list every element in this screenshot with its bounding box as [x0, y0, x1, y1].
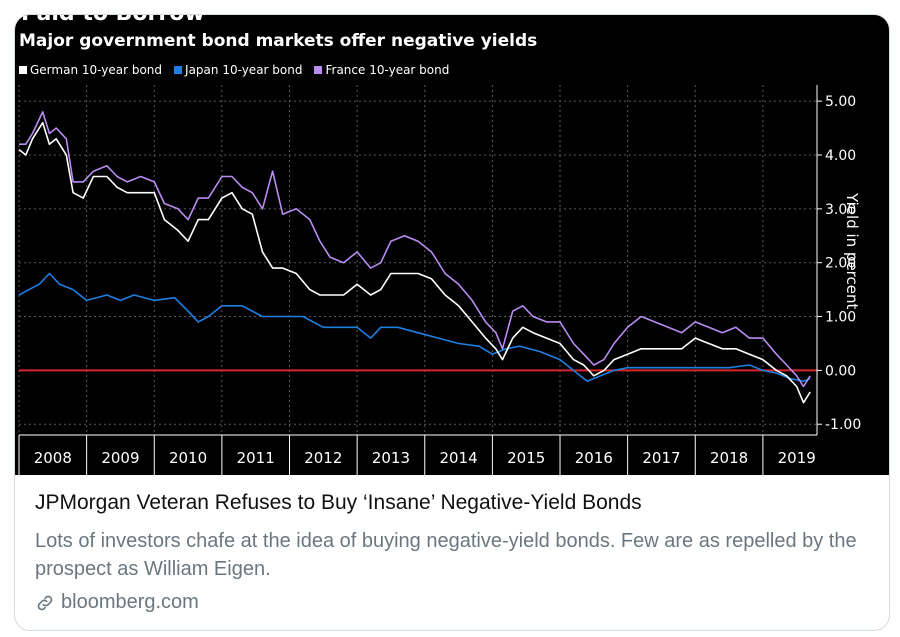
legend-swatch-japan	[174, 66, 183, 74]
yield-chart: 5.00 4.00 3.00 2.00 1.00 0.00 -1.00 2008 2009 20…	[15, 85, 861, 475]
legend-item-france: France 10-year bond	[314, 63, 449, 77]
x-tick-label: 2010	[169, 449, 207, 467]
y-tick-label: 5.00	[825, 94, 856, 110]
link-icon	[37, 595, 53, 610]
x-tick-label: 2012	[304, 449, 342, 467]
chart-title: Paid to Borrow	[21, 15, 205, 26]
source-domain[interactable]: bloomberg.com	[61, 591, 199, 613]
x-axis-band	[15, 435, 817, 475]
legend-label-japan: Japan 10-year bond	[185, 63, 303, 77]
x-tick-label: 2008	[34, 449, 72, 467]
y-tick-label: 3.00	[825, 202, 856, 218]
x-tick-label: 2017	[642, 449, 680, 467]
series-line-japan	[18, 272, 811, 383]
source-link[interactable]: bloomberg.com	[35, 591, 199, 614]
y-tick-label: 2.00	[825, 256, 856, 272]
x-tick-label: 2015	[507, 449, 545, 467]
x-tick-label: 2019	[778, 449, 816, 467]
legend-swatch-france	[314, 66, 323, 74]
y-axis-label: Yield in percent	[843, 193, 861, 310]
article-headline[interactable]: JPMorgan Veteran Refuses to Buy ‘Insane’…	[35, 491, 642, 514]
chart-legend: German 10-year bond Japan 10-year bond F…	[19, 63, 449, 77]
y-tick-label: -1.00	[825, 417, 861, 433]
series-line-german	[18, 121, 811, 404]
y-tick-label: 4.00	[825, 148, 856, 164]
chart-image[interactable]: 5.00 4.00 3.00 2.00 1.00 0.00 -1.00 2008 2009 20…	[15, 15, 889, 475]
legend-label-france: France 10-year bond	[325, 63, 450, 77]
series-line-france	[19, 111, 811, 388]
link-preview-card[interactable]: 5.00 4.00 3.00 2.00 1.00 0.00 -1.00 2008 2009 20…	[14, 14, 890, 631]
x-tick-label: 2016	[575, 449, 613, 467]
y-tick-label: 0.00	[825, 363, 856, 379]
legend-swatch-germany	[19, 66, 27, 74]
x-tick-label: 2009	[101, 449, 139, 467]
legend-item-germany: German 10-year bond	[19, 63, 162, 77]
chart-subtitle: Major government bond markets offer nega…	[19, 31, 538, 51]
y-tick-label: 1.00	[825, 310, 856, 326]
x-tick-label: 2014	[439, 449, 477, 467]
article-description: Lots of investors chafe at the idea of b…	[35, 530, 857, 580]
legend-label-germany: German 10-year bond	[30, 63, 163, 77]
x-tick-label: 2018	[710, 449, 748, 467]
card-text[interactable]: JPMorgan Veteran Refuses to Buy ‘Insane’…	[15, 475, 889, 630]
x-tick-label: 2011	[237, 449, 275, 467]
x-tick-label: 2013	[372, 449, 410, 467]
legend-item-japan: Japan 10-year bond	[174, 63, 302, 77]
